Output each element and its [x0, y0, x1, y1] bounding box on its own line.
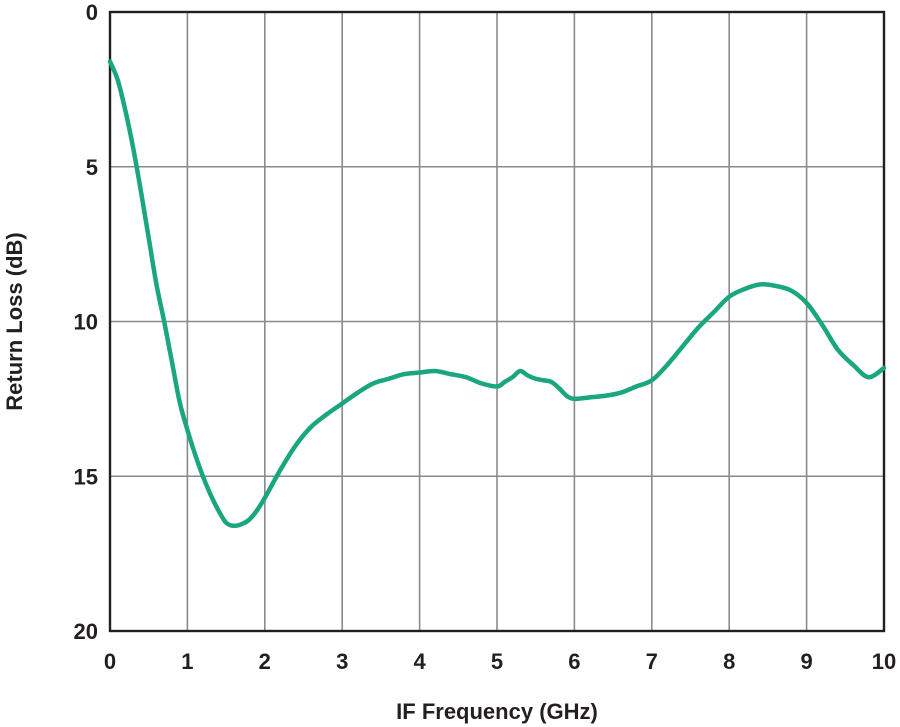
x-axis-title: IF Frequency (GHz): [396, 699, 598, 724]
y-tick-label-0: 0: [86, 0, 98, 25]
series-line-0: [107, 59, 887, 529]
x-tick-label-3: 3: [336, 649, 348, 674]
x-tick-label-8: 8: [723, 649, 735, 674]
y-tick-label-1: 5: [86, 155, 98, 180]
y-tick-label-2: 10: [74, 310, 98, 335]
x-tick-label-6: 6: [568, 649, 580, 674]
x-tick-label-10: 10: [872, 649, 896, 674]
x-tick-label-1: 1: [181, 649, 193, 674]
y-tick-label-3: 15: [74, 464, 98, 489]
y-tick-labels: 0 5 10 15 20: [74, 0, 98, 644]
x-tick-label-5: 5: [491, 649, 503, 674]
x-tick-label-4: 4: [413, 649, 426, 674]
x-tick-label-7: 7: [646, 649, 658, 674]
x-tick-label-0: 0: [104, 649, 116, 674]
y-axis-title: Return Loss (dB): [2, 232, 27, 410]
plot-frame: [108, 10, 886, 633]
y-tick-label-4: 20: [74, 619, 98, 644]
x-tick-label-9: 9: [800, 649, 812, 674]
grid-lines: [109, 11, 885, 632]
x-tick-labels: 0 1 2 3 4 5 6 7 8 9 10: [104, 649, 896, 674]
series-group: [107, 59, 887, 529]
x-tick-label-2: 2: [259, 649, 271, 674]
